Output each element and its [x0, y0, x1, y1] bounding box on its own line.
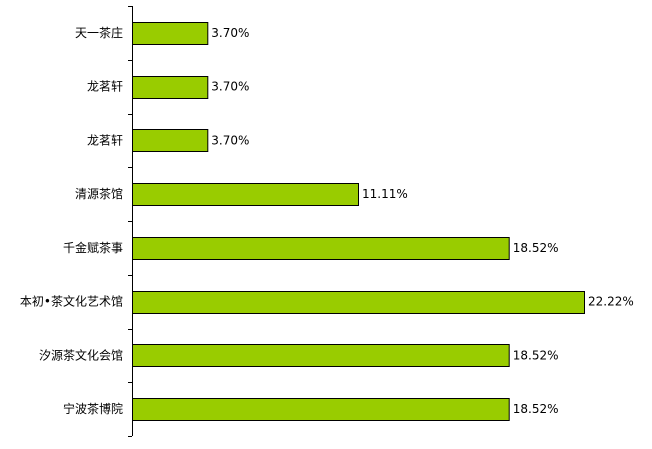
- bar: [132, 76, 209, 99]
- data-label: 3.70%: [211, 80, 249, 94]
- data-label: 18.52%: [513, 241, 559, 255]
- data-labels: 3.70% 3.70% 3.70% 11.11% 18.52% 22.22% 18.52% 1…: [211, 26, 634, 416]
- category-label: 千金赋茶事: [63, 240, 123, 255]
- bar: [132, 398, 510, 421]
- bar: [132, 183, 359, 206]
- category-label: 清源茶馆: [75, 186, 123, 201]
- category-label: 龙茗轩: [87, 80, 123, 94]
- category-label: 本初•茶文化艺术馆: [20, 294, 123, 309]
- axis-ticks: [128, 6, 132, 437]
- category-label: 龙茗轩: [87, 133, 123, 147]
- data-label: 18.52%: [513, 348, 559, 362]
- bar: [132, 291, 585, 314]
- category-label: 宁波茶博院: [63, 401, 123, 416]
- bar: [132, 22, 209, 45]
- category-label: 天一茶庄: [75, 25, 123, 40]
- data-label: 11.11%: [362, 187, 408, 201]
- data-label: 22.22%: [588, 295, 634, 309]
- data-label: 18.52%: [513, 402, 559, 416]
- bar: [132, 129, 209, 152]
- category-label: 汐源茶文化会馆: [39, 347, 123, 362]
- bar: [132, 344, 510, 367]
- data-label: 3.70%: [211, 133, 249, 147]
- bar: [132, 237, 510, 260]
- data-label: 3.70%: [211, 26, 249, 40]
